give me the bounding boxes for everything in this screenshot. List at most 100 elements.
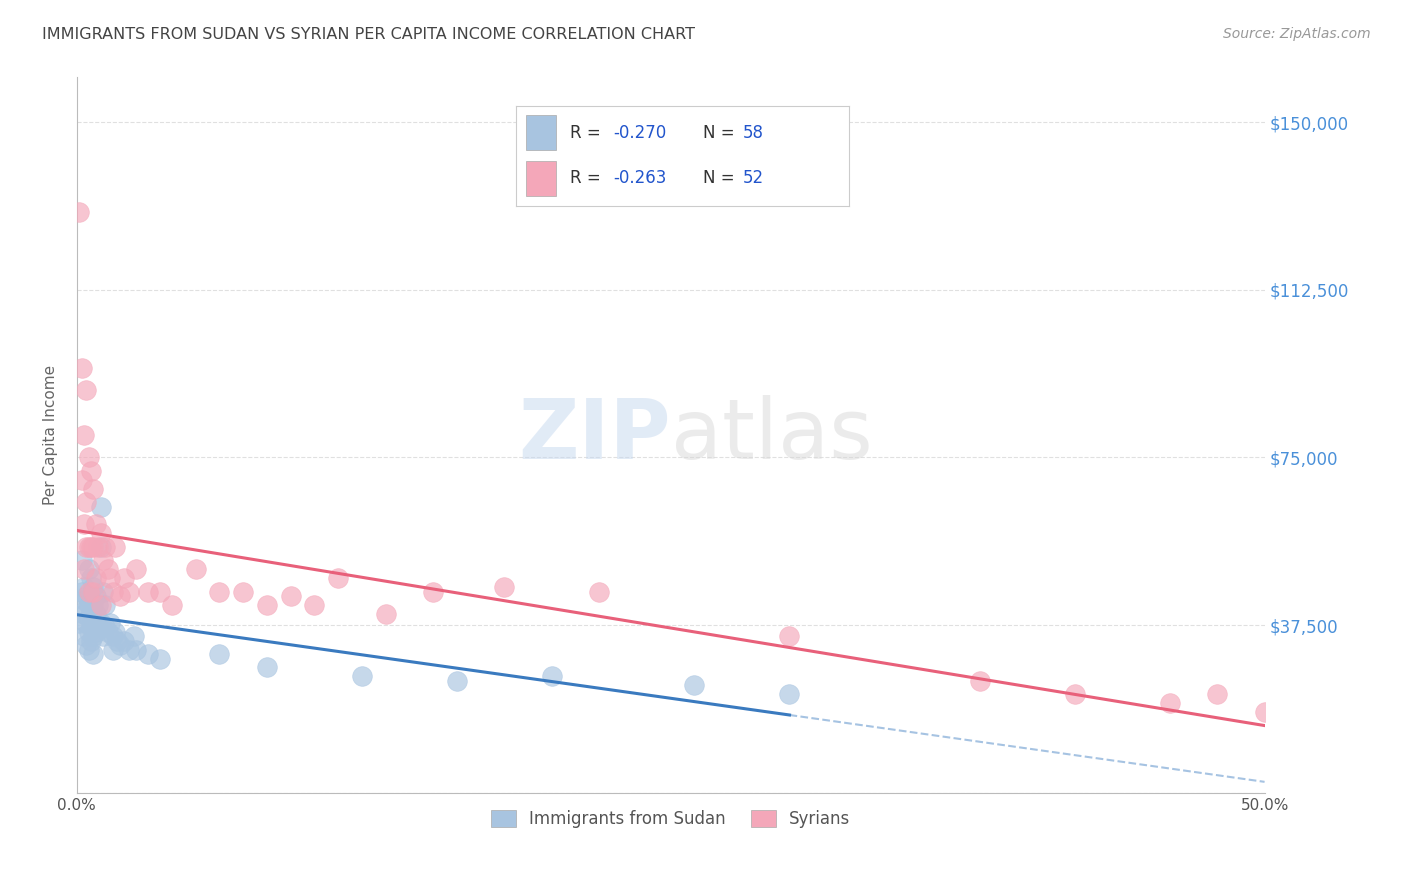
Point	[101, 629, 124, 643]
Point	[77, 540, 100, 554]
Point	[374, 607, 396, 621]
Point	[125, 562, 148, 576]
Point	[77, 584, 100, 599]
Text: ZIP: ZIP	[519, 394, 671, 475]
Point	[82, 647, 104, 661]
Point	[75, 602, 97, 616]
Point	[77, 611, 100, 625]
Point	[82, 540, 104, 554]
Point	[280, 589, 302, 603]
Point	[683, 678, 706, 692]
Point	[70, 361, 93, 376]
Point	[779, 629, 801, 643]
Point	[118, 642, 141, 657]
Point	[75, 540, 97, 554]
Point	[969, 673, 991, 688]
Point	[94, 620, 117, 634]
Point	[256, 660, 278, 674]
Point	[75, 384, 97, 398]
Point	[328, 571, 350, 585]
Point	[1206, 687, 1229, 701]
Point	[136, 647, 159, 661]
Text: IMMIGRANTS FROM SUDAN VS SYRIAN PER CAPITA INCOME CORRELATION CHART: IMMIGRANTS FROM SUDAN VS SYRIAN PER CAPI…	[42, 27, 695, 42]
Point	[75, 638, 97, 652]
Point	[97, 562, 120, 576]
Point	[90, 598, 112, 612]
Point	[73, 562, 96, 576]
Point	[82, 584, 104, 599]
Point	[256, 598, 278, 612]
Point	[80, 607, 103, 621]
Point	[77, 624, 100, 639]
Point	[67, 615, 90, 630]
Point	[82, 482, 104, 496]
Point	[125, 642, 148, 657]
Point	[1159, 696, 1181, 710]
Point	[588, 584, 610, 599]
Point	[73, 607, 96, 621]
Point	[73, 517, 96, 532]
Point	[77, 450, 100, 465]
Point	[98, 571, 121, 585]
Point	[77, 598, 100, 612]
Point	[80, 464, 103, 478]
Point	[90, 526, 112, 541]
Point	[70, 553, 93, 567]
Point	[112, 633, 135, 648]
Point	[80, 593, 103, 607]
Point	[73, 580, 96, 594]
Point	[91, 584, 114, 599]
Point	[105, 633, 128, 648]
Point	[97, 624, 120, 639]
Point	[91, 629, 114, 643]
Point	[77, 562, 100, 576]
Point	[104, 540, 127, 554]
Point	[98, 615, 121, 630]
Point	[304, 598, 326, 612]
Point	[73, 629, 96, 643]
Point	[87, 540, 110, 554]
Point	[112, 571, 135, 585]
Point	[75, 589, 97, 603]
Point	[122, 629, 145, 643]
Point	[75, 615, 97, 630]
Point	[94, 598, 117, 612]
Point	[84, 571, 107, 585]
Point	[94, 540, 117, 554]
Point	[90, 540, 112, 554]
Point	[82, 629, 104, 643]
Point	[350, 669, 373, 683]
Point	[84, 589, 107, 603]
Point	[75, 495, 97, 509]
Point	[84, 517, 107, 532]
Point	[87, 620, 110, 634]
Text: Source: ZipAtlas.com: Source: ZipAtlas.com	[1223, 27, 1371, 41]
Point	[208, 647, 231, 661]
Point	[80, 633, 103, 648]
Point	[160, 598, 183, 612]
Point	[422, 584, 444, 599]
Point	[108, 638, 131, 652]
Point	[184, 562, 207, 576]
Point	[1253, 705, 1275, 719]
Text: atlas: atlas	[671, 394, 873, 475]
Point	[82, 615, 104, 630]
Point	[87, 598, 110, 612]
Legend: Immigrants from Sudan, Syrians: Immigrants from Sudan, Syrians	[484, 803, 858, 834]
Point	[80, 620, 103, 634]
Point	[73, 428, 96, 442]
Point	[208, 584, 231, 599]
Point	[80, 571, 103, 585]
Point	[136, 584, 159, 599]
Point	[80, 540, 103, 554]
Point	[541, 669, 564, 683]
Point	[232, 584, 254, 599]
Point	[446, 673, 468, 688]
Point	[70, 584, 93, 599]
Point	[70, 473, 93, 487]
Point	[82, 598, 104, 612]
Point	[149, 651, 172, 665]
Point	[149, 584, 172, 599]
Point	[779, 687, 801, 701]
Point	[108, 589, 131, 603]
